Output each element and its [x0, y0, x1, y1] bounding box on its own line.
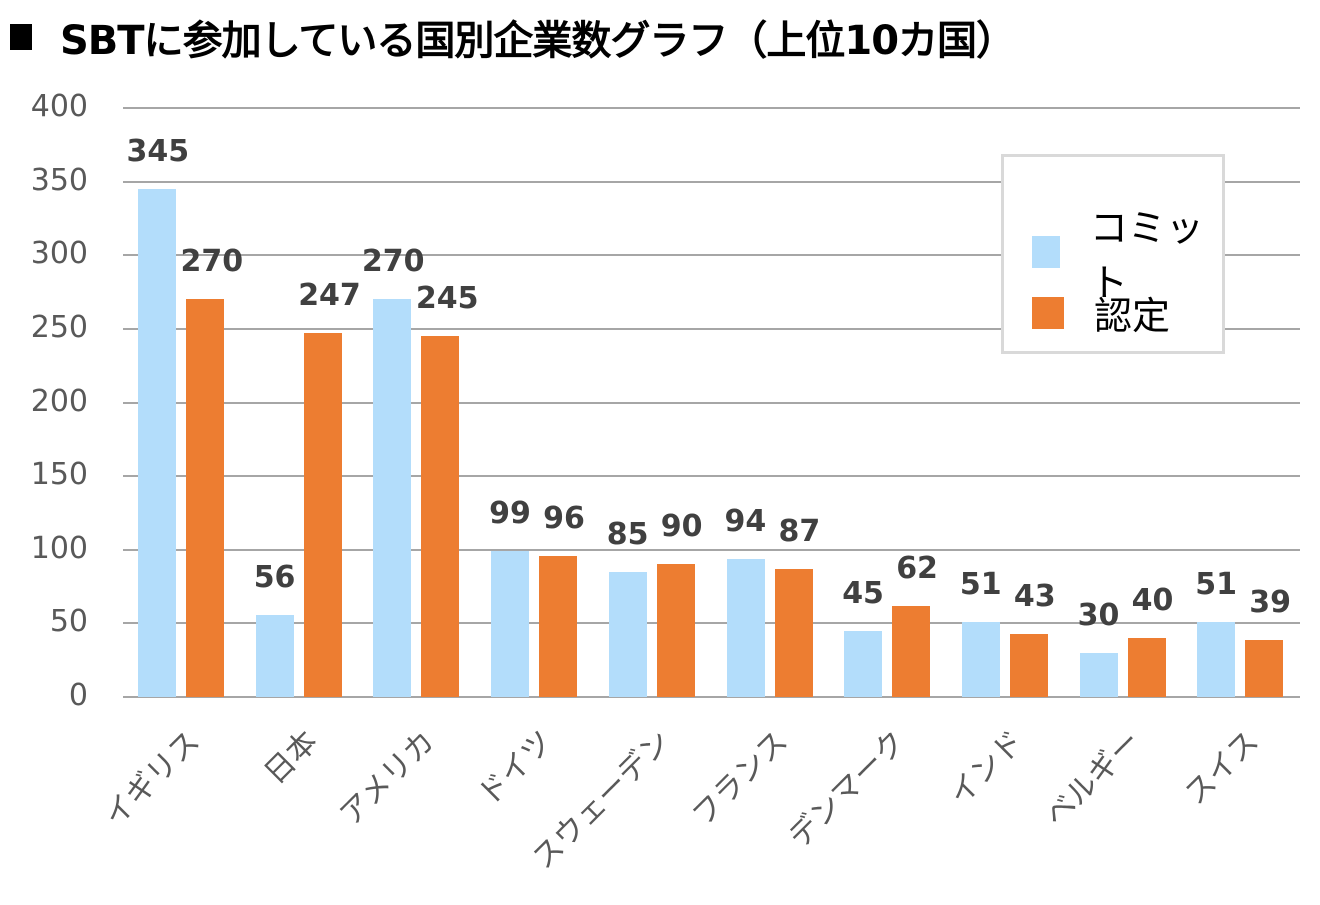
data-label-commit: 30 [1077, 597, 1120, 633]
gridline [123, 548, 1300, 551]
gridline [123, 475, 1300, 478]
bar-commit [373, 299, 412, 697]
data-label-cert: 96 [543, 500, 585, 536]
data-label-cert: 245 [415, 281, 479, 317]
legend-swatch-commit [1032, 236, 1060, 268]
bar-cert [539, 555, 578, 697]
y-tick-label: 200 [30, 383, 88, 419]
bar-commit [255, 614, 294, 697]
bar-cert [1245, 639, 1284, 697]
gridline [123, 696, 1300, 698]
legend-item-certified: 認定 [1032, 285, 1170, 340]
data-label-cert: 247 [298, 278, 361, 314]
y-tick-label: 350 [30, 162, 88, 198]
data-label-commit: 94 [724, 503, 767, 539]
bar-commit [844, 630, 883, 697]
data-label-cert: 90 [660, 509, 703, 545]
data-label-commit: 345 [126, 133, 190, 169]
data-label-commit: 51 [1195, 566, 1238, 602]
bar-commit [726, 558, 765, 697]
bar-commit [961, 621, 1000, 697]
bar-commit [1079, 652, 1118, 697]
bar-cert [421, 336, 460, 697]
y-tick-label: 150 [30, 457, 88, 493]
legend-label-commit: コミット [1089, 206, 1204, 305]
y-tick-label: 100 [30, 530, 88, 566]
data-label-cert: 270 [180, 244, 244, 280]
gridline [123, 622, 1300, 625]
data-label-commit: 45 [842, 575, 884, 611]
data-label-commit: 51 [959, 566, 1002, 602]
bar-commit [1197, 621, 1236, 697]
y-tick-label: 250 [30, 309, 88, 345]
bar-chart: 0 50 100 150 200 250 300 350 400 345 270 56 247 270 2… [30, 89, 1300, 876]
data-label-cert: 40 [1131, 583, 1174, 619]
y-tick-label: 400 [30, 89, 88, 124]
bar-cert [774, 568, 813, 697]
gridline [123, 254, 1300, 257]
y-tick-label: 50 [49, 604, 88, 640]
gridline [123, 107, 1300, 109]
chart-title: SBTに参加している国別企業数グラフ（上位10カ国） [10, 8, 1016, 66]
legend-label-certified: 認定 [1094, 294, 1171, 338]
data-label-commit: 270 [361, 244, 425, 280]
data-label-commit: 99 [489, 496, 531, 532]
bar-cert [186, 299, 224, 697]
bar-cert [892, 605, 931, 697]
y-tick-label: 0 [68, 678, 88, 713]
data-label-commit: 56 [253, 559, 296, 595]
data-label-cert: 87 [778, 513, 821, 549]
gridline [123, 180, 1300, 183]
data-label-cert: 39 [1249, 584, 1292, 620]
gridline [123, 401, 1300, 404]
legend-swatch-certified [1032, 296, 1064, 329]
bullet-square-icon [10, 24, 32, 50]
data-label-commit: 85 [606, 516, 649, 552]
data-label-cert: 62 [896, 550, 938, 586]
bar-cert [303, 333, 342, 697]
bar-commit [491, 551, 530, 697]
bar-cert [1009, 633, 1048, 697]
gridline [123, 327, 1300, 330]
legend: コミット 認定 [1001, 154, 1225, 354]
y-tick-label: 300 [30, 236, 88, 272]
legend-item-commit: コミット [1032, 197, 1222, 307]
bar-commit [608, 571, 647, 697]
bar-cert [1127, 638, 1166, 697]
bar-cert [656, 564, 695, 697]
data-label-cert: 43 [1013, 578, 1056, 614]
bar-commit [138, 188, 176, 697]
